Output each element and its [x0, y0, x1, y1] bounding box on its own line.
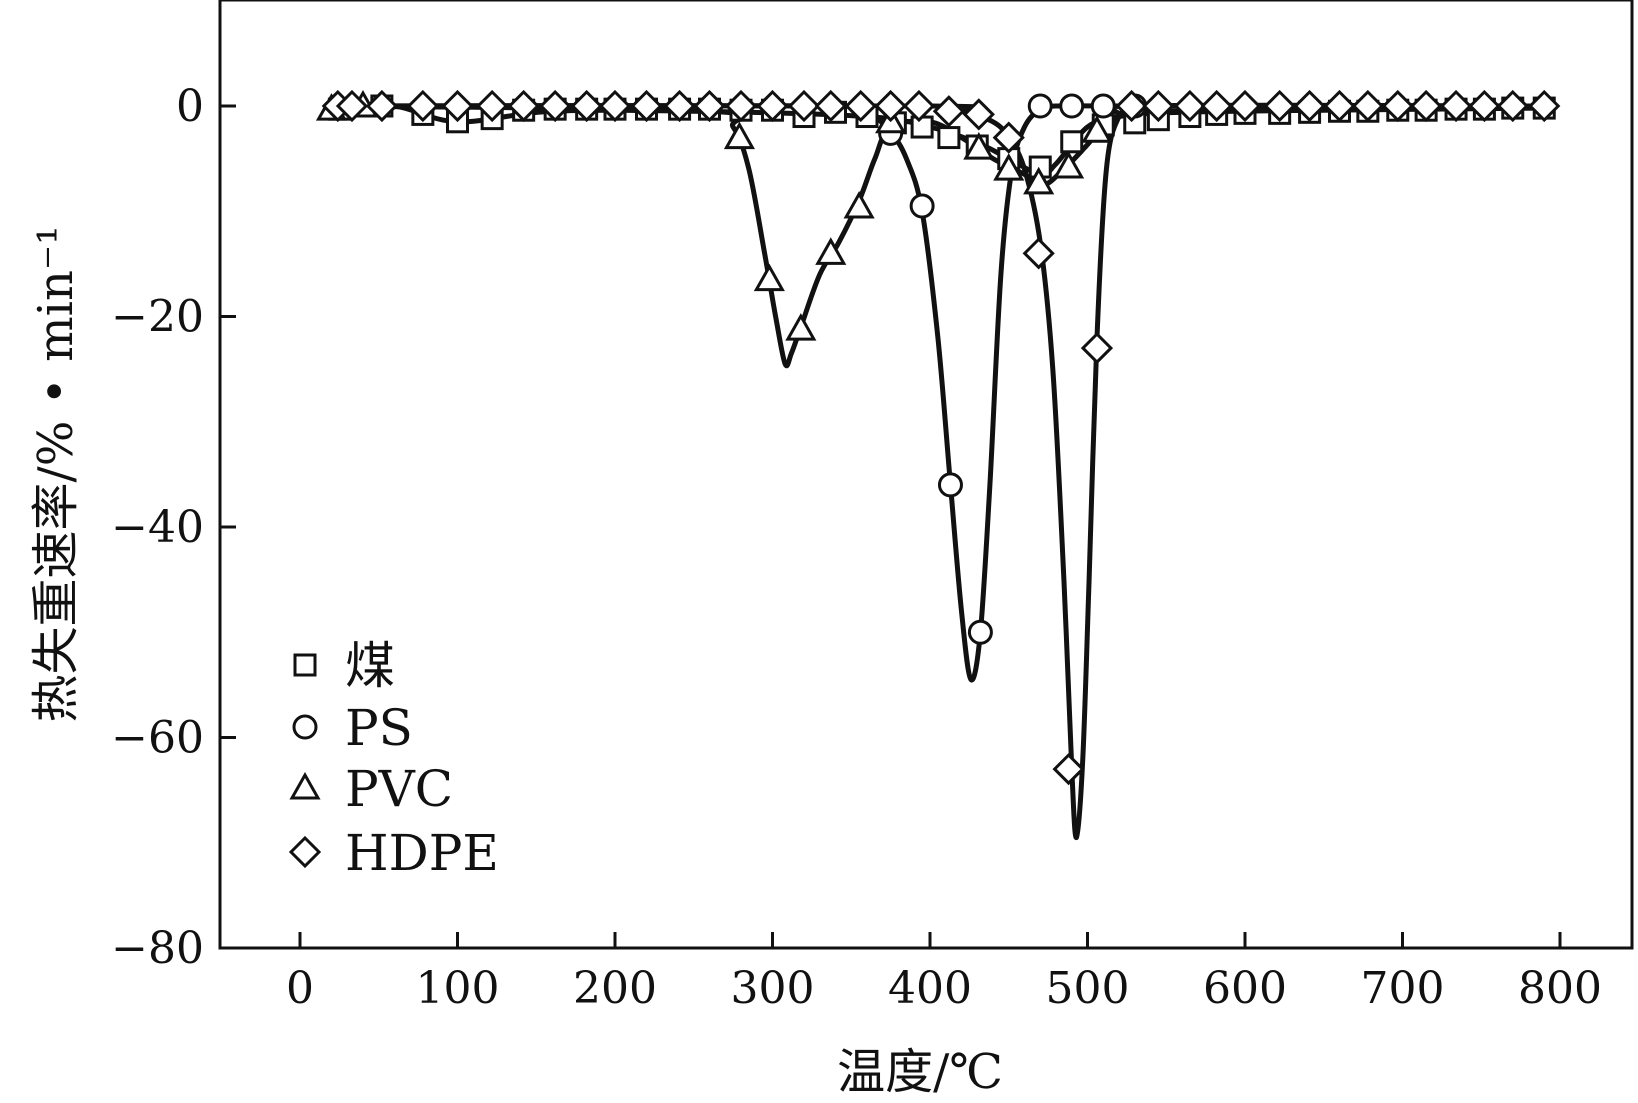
x-axis-title: 温度/℃ [837, 1044, 1003, 1100]
x-axis: 0 100 200 300 400 500 600 700 800 [286, 932, 1602, 1014]
circle-series-point [1059, 93, 1085, 119]
triangle-series-point [1053, 150, 1085, 179]
x-tick-label: 0 [286, 963, 314, 1014]
circle-series-line [329, 103, 1547, 683]
diamond-series-line [329, 102, 1547, 841]
diamond-series-point [598, 89, 632, 123]
diamond-series-point [874, 89, 907, 123]
legend-label: HDPE [345, 824, 499, 882]
series-curves [329, 102, 1547, 841]
diamond-series-point [787, 89, 821, 123]
diamond-series-point [724, 89, 758, 123]
circle-series-point [937, 472, 963, 498]
legend-label: PVC [345, 760, 453, 818]
diamond-series-point [844, 89, 877, 123]
diamond-series-point [335, 89, 369, 123]
circle-series-point [967, 619, 993, 645]
y-axis: 0 −20 −40 −60 −80 [111, 81, 236, 974]
diamond-series-point [1528, 89, 1561, 123]
y-axis-title: 热失重速率/% • min⁻¹ [28, 226, 84, 723]
diamond-series-point [1173, 89, 1206, 123]
triangle-series-point [843, 190, 875, 219]
x-tick-label: 800 [1518, 963, 1602, 1014]
y-tick-label: −40 [111, 502, 204, 553]
x-tick-label: 200 [573, 963, 657, 1014]
diamond-series-point [570, 89, 603, 123]
circle-series-point [1027, 93, 1053, 119]
diamond-series-point [1115, 89, 1148, 123]
triangle-series-point [815, 237, 847, 265]
diamond-series-point [1022, 237, 1055, 270]
y-tick-label: 0 [176, 81, 204, 132]
diamond-series-point [630, 89, 663, 123]
diamond-series-point [1142, 89, 1175, 123]
square-series-point [937, 126, 961, 150]
diamond-series-point [693, 89, 726, 123]
legend-circle-marker [292, 714, 318, 740]
diamond-series-point [539, 89, 572, 123]
triangle-series-point [963, 132, 995, 160]
y-tick-label: −80 [111, 923, 204, 974]
diamond-series-point [902, 89, 936, 123]
diamond-series-point [406, 89, 439, 123]
diamond-series-point [1439, 89, 1473, 123]
diamond-series-point [1263, 89, 1296, 123]
triangle-series-point [1023, 166, 1055, 195]
x-tick-label: 600 [1203, 963, 1287, 1014]
diamond-series-point [932, 95, 966, 128]
x-tick-label: 300 [731, 963, 815, 1014]
triangle-series-point [1081, 115, 1113, 143]
diamond-series-point [1228, 89, 1262, 123]
diamond-series-point [1293, 89, 1326, 123]
legend-square-marker [293, 653, 317, 677]
diamond-series-point [1052, 752, 1085, 786]
diamond-series-point [992, 121, 1025, 154]
legend-diamond-marker [288, 835, 322, 869]
y-tick-label: −20 [111, 292, 204, 343]
legend-triangle-marker [289, 771, 321, 800]
triangle-series-point [785, 313, 817, 341]
plot-frame [218, 0, 1634, 950]
diamond-series-point [1381, 89, 1414, 123]
triangle-series-point [753, 263, 785, 292]
diamond-series-point [962, 98, 995, 131]
diamond-series-point [365, 89, 399, 123]
square-series-point [910, 115, 934, 139]
diamond-series-point [441, 89, 474, 123]
diamond-series-point [814, 89, 847, 123]
legend-label: 煤 [345, 637, 395, 695]
diamond-series-point [476, 89, 509, 123]
y-tick-label: −60 [111, 713, 204, 764]
diamond-series-point [1496, 89, 1529, 123]
diamond-series-point [756, 89, 789, 123]
triangle-series-point [723, 121, 755, 150]
diamond-series-point [663, 89, 696, 123]
diamond-series-point [1351, 89, 1384, 123]
x-tick-label: 500 [1046, 963, 1130, 1014]
x-tick-label: 700 [1361, 963, 1445, 1014]
diamond-series-point [1468, 89, 1501, 123]
diamond-series-point [1410, 89, 1443, 123]
diamond-series-point [507, 89, 540, 123]
legend-label: PS [345, 699, 413, 757]
square-series-point [1060, 130, 1084, 154]
diamond-series-point [1080, 331, 1114, 365]
circle-series-point [1090, 93, 1116, 119]
diamond-series-point [1200, 89, 1233, 123]
x-tick-label: 400 [888, 963, 972, 1014]
triangle-series-point [993, 153, 1025, 181]
diamond-series-point [1323, 89, 1356, 123]
series-markers [315, 89, 1561, 786]
x-tick-label: 100 [416, 963, 500, 1014]
circle-series-point [909, 193, 935, 219]
